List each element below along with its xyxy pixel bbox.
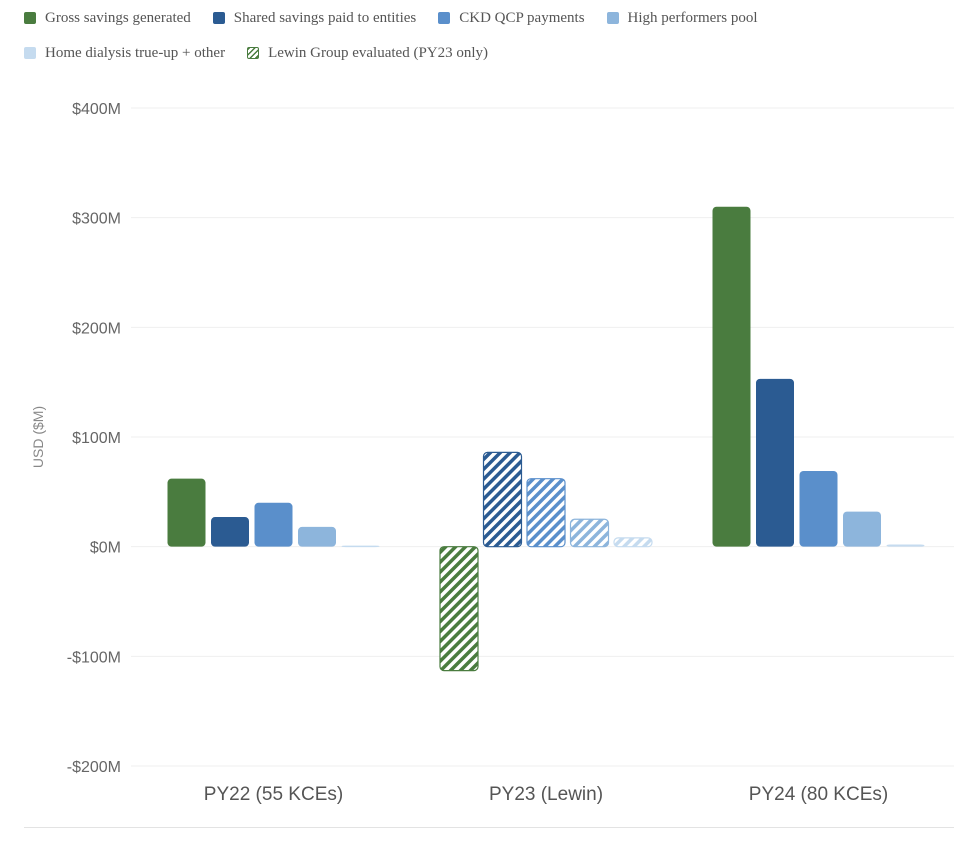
y-tick-label: -$100M — [67, 649, 121, 666]
legend-label-ckd-qcp: CKD QCP payments — [459, 9, 585, 26]
y-axis: $400M $300M $200M $100M $0M -$100M -$200M — [67, 101, 121, 776]
bar-shared-savings-paid-to-entities-0[interactable] — [211, 517, 249, 547]
bar-high-performers-pool-1[interactable] — [569, 518, 610, 548]
legend-label-shared-savings: Shared savings paid to entities — [233, 9, 417, 26]
x-tick-label: PY23 (Lewin) — [489, 784, 603, 805]
bar-home-dialysis-true-up-other-0[interactable] — [341, 545, 380, 548]
bars — [167, 206, 925, 672]
legend-item-ckd-qcp[interactable]: CKD QCP payments — [438, 8, 585, 28]
y-tick-label: $0M — [90, 540, 121, 557]
legend-swatch-high-performers — [606, 12, 619, 24]
bar-shared-savings-paid-to-entities-2[interactable] — [756, 378, 794, 547]
legend-swatch-home-dialysis — [24, 47, 36, 59]
x-axis: PY22 (55 KCEs) PY23 (Lewin) PY24 (80 KCEs) — [204, 784, 888, 805]
x-tick-label: PY24 (80 KCEs) — [749, 784, 888, 805]
legend-swatch-ckd-qcp — [438, 12, 451, 24]
legend-item-shared-savings[interactable]: Shared savings paid to entities — [212, 8, 417, 28]
bar-gross-savings-generated-2[interactable] — [712, 206, 751, 547]
legend-item-high-performers[interactable]: High performers pool — [606, 8, 758, 28]
legend: Gross savings generated Shared savings p… — [24, 8, 954, 63]
bar-home-dialysis-true-up-other-1[interactable] — [613, 537, 653, 548]
bar-ckd-qcp-payments-0[interactable] — [254, 502, 293, 547]
legend-label-lewin-hatched: Lewin Group evaluated (PY23 only) — [268, 44, 489, 61]
y-tick-label: $200M — [72, 320, 121, 337]
bar-high-performers-pool-0[interactable] — [298, 526, 336, 547]
legend-item-lewin-hatched[interactable]: Lewin Group evaluated (PY23 only) — [247, 43, 488, 63]
legend-swatch-gross-savings — [24, 12, 36, 24]
gridlines — [131, 107, 954, 767]
bar-ckd-qcp-payments-1[interactable] — [526, 478, 566, 548]
y-tick-label: $400M — [72, 101, 121, 118]
legend-label-gross-savings: Gross savings generated — [45, 9, 191, 26]
bar-ckd-qcp-payments-2[interactable] — [799, 470, 838, 547]
bar-high-performers-pool-2[interactable] — [843, 511, 881, 547]
bar-gross-savings-generated-0[interactable] — [167, 478, 206, 547]
bar-gross-savings-generated-1[interactable] — [439, 546, 479, 672]
bar-home-dialysis-true-up-other-2[interactable] — [886, 544, 925, 547]
legend-swatch-lewin-hatched — [247, 47, 260, 59]
legend-label-high-performers: High performers pool — [627, 9, 758, 26]
y-axis-label: USD ($M) — [30, 406, 46, 468]
bar-shared-savings-paid-to-entities-1[interactable] — [482, 451, 523, 548]
legend-swatch-shared-savings — [212, 12, 225, 24]
y-tick-label: $300M — [72, 211, 121, 228]
legend-item-gross-savings[interactable]: Gross savings generated — [24, 8, 191, 28]
bottom-divider — [24, 827, 954, 828]
legend-item-home-dialysis[interactable]: Home dialysis true-up + other — [24, 43, 225, 63]
y-tick-label: -$200M — [67, 759, 121, 776]
y-tick-label: $100M — [72, 430, 121, 447]
x-tick-label: PY22 (55 KCEs) — [204, 784, 343, 805]
legend-label-home-dialysis: Home dialysis true-up + other — [45, 44, 226, 61]
